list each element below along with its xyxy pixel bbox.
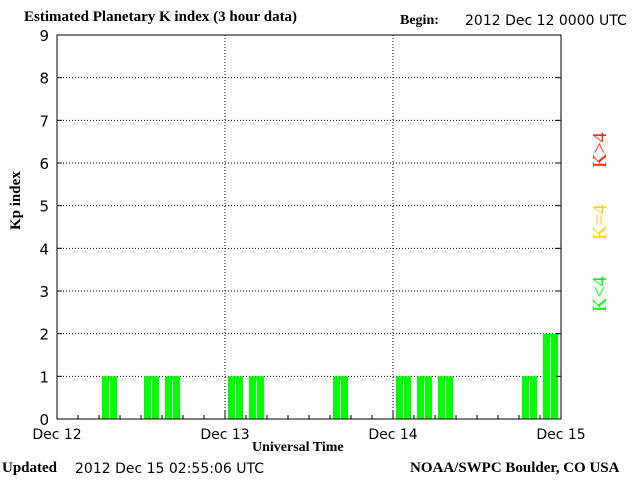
footer-credit: NOAA/SWPC Boulder, CO USA [410, 460, 620, 476]
y-tick-label: 0 [39, 411, 49, 429]
y-tick-label: 9 [39, 27, 49, 45]
x-tick-label: Dec 13 [200, 427, 249, 443]
y-tick-label: 2 [39, 326, 49, 344]
x-axis-label: Universal Time [252, 440, 344, 455]
updated-timestamp: 2012 Dec 15 02:55:06 UTC [75, 461, 264, 477]
updated-label: Updated [2, 460, 58, 476]
plot-frame [56, 34, 562, 420]
y-tick-label: 7 [39, 112, 49, 130]
begin-label: Begin: [400, 13, 439, 28]
y-tick-label: 6 [39, 155, 49, 173]
chart-title: Estimated Planetary K index (3 hour data… [24, 9, 298, 25]
y-tick-label: 1 [39, 368, 49, 386]
begin-value: 2012 Dec 12 0000 UTC [465, 13, 627, 29]
y-tick-label: 8 [39, 70, 49, 88]
x-tick-label: Dec 14 [368, 427, 417, 443]
x-tick-label: Dec 15 [536, 427, 585, 443]
y-tick-label: 3 [39, 283, 49, 301]
y-tick-label: 5 [39, 198, 49, 216]
x-tick-label: Dec 12 [32, 427, 81, 443]
y-tick-label: 4 [39, 240, 49, 258]
